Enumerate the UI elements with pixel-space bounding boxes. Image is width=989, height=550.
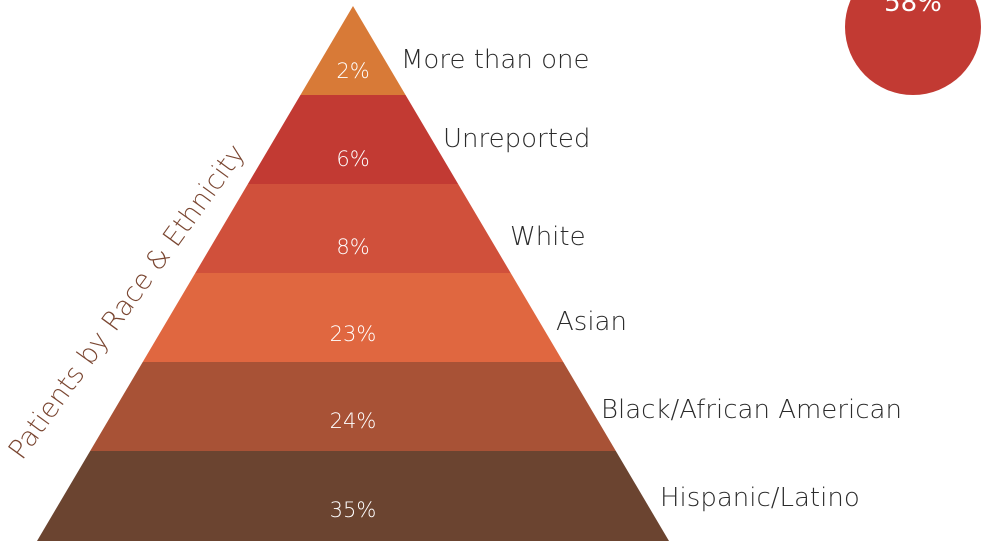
pyramid-segment-asian bbox=[142, 273, 564, 362]
category-label-hispanic-latino: Hispanic/Latino bbox=[660, 483, 860, 513]
pyramid-segment-more-than-one bbox=[300, 6, 406, 95]
badge-text: 58% bbox=[884, 0, 942, 18]
category-label-unreported: Unreported bbox=[443, 124, 590, 154]
category-label-black-african-american: Black/African American bbox=[601, 395, 902, 425]
pyramid-segment-black-african-american bbox=[90, 362, 616, 451]
pyramid-segment-hispanic-latino bbox=[37, 451, 669, 541]
pyramid-segments bbox=[37, 6, 669, 541]
badge-circle bbox=[845, 0, 981, 95]
pyramid-segment-white bbox=[195, 184, 511, 273]
category-label-asian: Asian bbox=[556, 307, 627, 337]
percent-label-more-than-one: 2% bbox=[336, 59, 369, 83]
percent-badge: 58% bbox=[845, 0, 981, 95]
percent-label-white: 8% bbox=[336, 235, 369, 259]
percent-label-black-african-american: 24% bbox=[330, 409, 377, 433]
category-label-more-than-one: More than one bbox=[401, 45, 589, 75]
pyramid-segment-unreported bbox=[247, 95, 459, 184]
percent-label-asian: 23% bbox=[330, 322, 377, 346]
percent-label-unreported: 6% bbox=[336, 147, 369, 171]
category-label-white: White bbox=[510, 222, 586, 252]
percent-label-hispanic-latino: 35% bbox=[330, 498, 377, 522]
percent-labels: 2% 6% 8% 23% 24% 35% bbox=[330, 59, 377, 522]
category-labels: More than one Unreported White Asian Black/A… bbox=[401, 45, 902, 513]
